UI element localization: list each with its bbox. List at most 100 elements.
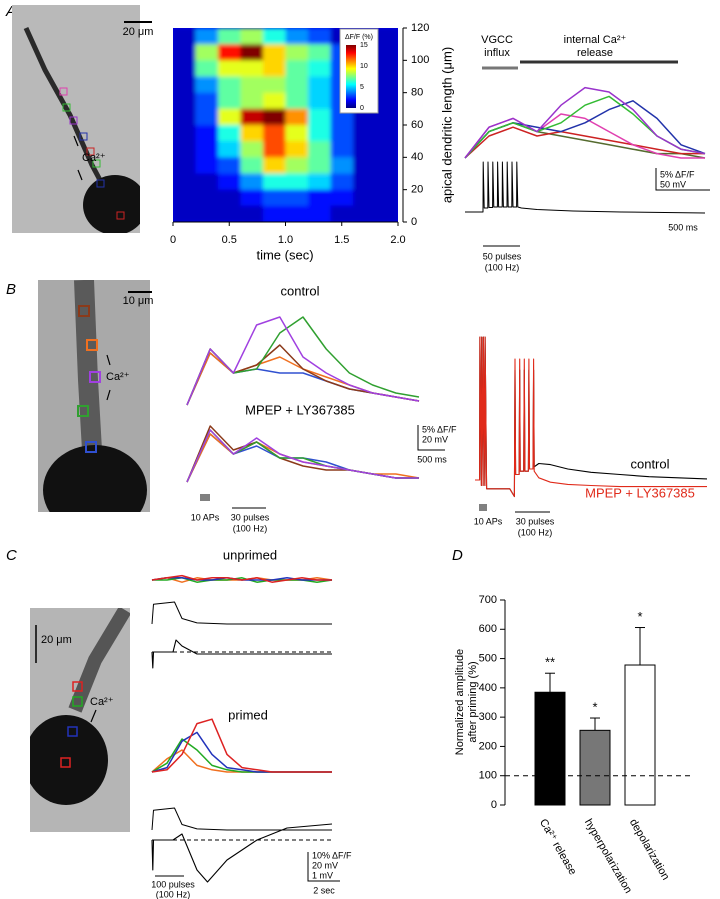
heatmap-cell <box>263 205 287 222</box>
x-tick-label: 2.0 <box>390 234 405 246</box>
y-tick-label: 0 <box>411 216 417 228</box>
heatmap-cell <box>195 141 219 158</box>
heatmap-cell <box>173 157 197 175</box>
heatmap-cell <box>240 157 264 175</box>
heatmap-cell <box>263 141 287 158</box>
roi-label: Ca²⁺ <box>106 371 130 383</box>
heatmap-cell <box>195 108 219 126</box>
heatmap-cell <box>173 92 197 110</box>
heatmap-cell <box>263 157 287 175</box>
y-tick-label: 20 <box>411 184 423 196</box>
heatmap-cell <box>375 44 398 61</box>
panel-label: A <box>5 3 16 20</box>
scale-label: 500 ms <box>417 454 447 464</box>
colorbar <box>346 45 356 108</box>
roi-label: Ca²⁺ <box>90 696 114 708</box>
y-tick-label: 100 <box>479 770 497 782</box>
heatmap-cell <box>240 189 264 207</box>
heatmap-cell <box>263 189 287 207</box>
arrow <box>73 135 83 181</box>
heatmap-cell <box>353 125 377 142</box>
heatmap-cell <box>330 157 354 175</box>
scale-label: 1 mV <box>312 870 333 880</box>
stim-label: 30 pulses <box>516 516 555 526</box>
heatmap-cell <box>218 28 242 45</box>
bar <box>579 729 611 806</box>
heatmap-cell <box>240 173 264 191</box>
heatmap-cell <box>263 28 287 45</box>
trace-title: control <box>280 283 319 298</box>
bar <box>624 664 656 806</box>
heatmap-cell <box>263 76 287 94</box>
heatmap-cell <box>285 76 309 94</box>
micrograph <box>38 280 150 512</box>
heatmap-cell <box>218 125 242 142</box>
y-tick-label: 300 <box>479 711 497 723</box>
scale-label: 2 sec <box>313 885 335 895</box>
x-tick-label: 1.0 <box>278 234 293 246</box>
heatmap-cell <box>240 92 264 110</box>
stim-label: 30 pulses <box>231 512 270 522</box>
heatmap-cell <box>218 60 242 78</box>
x-tick-label: 0.5 <box>222 234 237 246</box>
heatmap-cell <box>308 205 332 222</box>
heatmap-cell <box>308 44 332 61</box>
heatmap-cell <box>353 173 377 191</box>
heatmap-cell <box>285 189 309 207</box>
significance: * <box>592 699 597 714</box>
heatmap-cell <box>330 173 354 191</box>
heatmap-cell <box>308 76 332 94</box>
heatmap-cell <box>173 108 197 126</box>
trace <box>151 718 332 773</box>
heatmap-cell <box>308 157 332 175</box>
heatmap-cell <box>218 189 242 207</box>
heatmap-cell <box>353 189 377 207</box>
scale-label: 50 mV <box>660 179 686 189</box>
annotation: release <box>577 47 613 59</box>
heatmap-cell <box>195 28 219 45</box>
stim-label: 50 pulses <box>483 251 522 261</box>
heatmap-cell <box>375 60 398 78</box>
heatmap-cell <box>240 141 264 158</box>
x-tick-label: 0 <box>170 234 176 246</box>
heatmap-cell <box>330 205 354 222</box>
x-tick-label: hyperpolarization <box>582 817 634 896</box>
heatmap-cell <box>308 92 332 110</box>
annotation: influx <box>484 47 510 59</box>
heatmap-cell <box>330 189 354 207</box>
heatmap-cell <box>308 28 332 45</box>
heatmap-cell <box>308 189 332 207</box>
heatmap-cell <box>285 157 309 175</box>
y-tick-label: 700 <box>479 594 497 606</box>
bar <box>534 691 566 806</box>
heatmap-cell <box>173 60 197 78</box>
heatmap-cell <box>173 205 197 222</box>
heatmap-cell <box>240 125 264 142</box>
heatmap-cell <box>240 60 264 78</box>
stim-marks <box>200 494 210 501</box>
x-axis-label: time (sec) <box>256 247 313 262</box>
colorbar-box <box>339 28 379 114</box>
heatmap-cell <box>218 44 242 61</box>
heatmap-cell <box>173 76 197 94</box>
scale-bar <box>655 168 710 191</box>
heatmap-cell <box>263 60 287 78</box>
y-axis-label: Normalized amplitude <box>454 649 466 755</box>
trace <box>464 100 706 159</box>
heatmap-cell <box>195 173 219 191</box>
heatmap-cell <box>195 205 219 222</box>
heatmap-cell <box>285 108 309 126</box>
scale-label: 10 μm <box>123 295 154 307</box>
heatmap-cell <box>195 60 219 78</box>
heatmap-cell <box>195 44 219 61</box>
heatmap-cell <box>263 173 287 191</box>
heatmap-cell <box>353 205 377 222</box>
heatmap-cell <box>218 173 242 191</box>
colorbar-label: ΔF/F (%) <box>345 34 373 41</box>
scale-label: 5% ΔF/F <box>422 424 457 434</box>
significance: ** <box>545 655 555 670</box>
trace <box>151 574 332 583</box>
stim-label: 10 APs <box>474 516 503 526</box>
stim-label: (100 Hz) <box>233 523 268 533</box>
